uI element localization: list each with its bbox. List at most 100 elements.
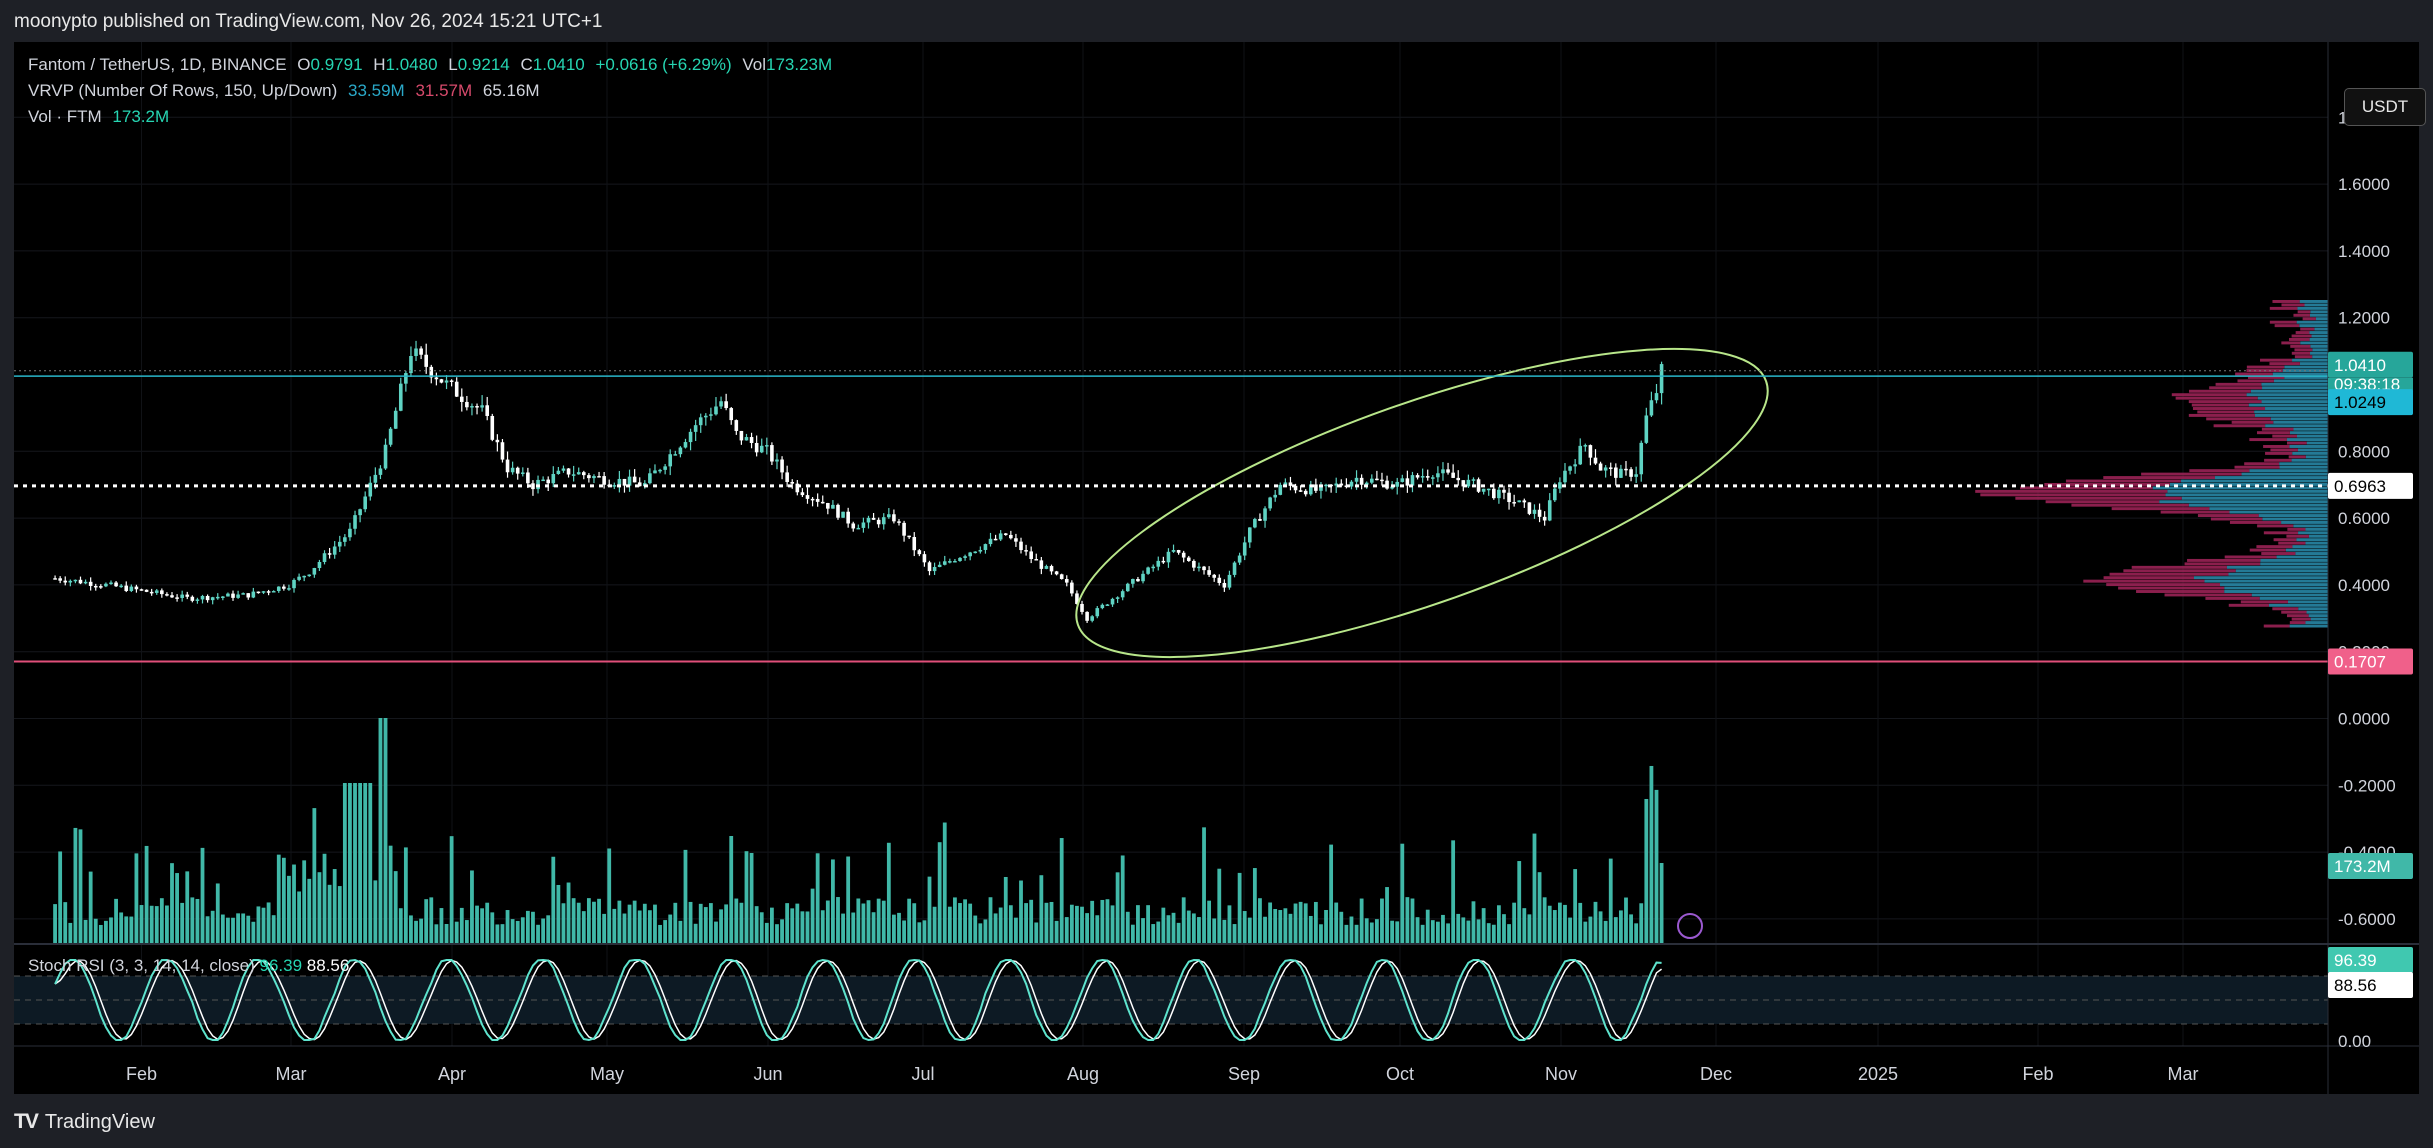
tradingview-logo[interactable]: TV TradingView (14, 1110, 155, 1134)
volume-bar (1415, 917, 1420, 943)
legend-vrvp[interactable]: VRVP (Number Of Rows, 150, Up/Down) (28, 81, 338, 100)
legend-close: 1.0410 (532, 55, 585, 74)
volume-bar (1136, 905, 1140, 943)
candle-body (856, 527, 861, 530)
candle-body (1293, 485, 1298, 491)
prev-close-badge-text: 1.0249 (2334, 393, 2386, 412)
volume-bar (1542, 897, 1547, 943)
candle-body (658, 469, 662, 472)
candle-body (1166, 551, 1171, 563)
candle-body (729, 408, 734, 421)
vrvp-up-bar (2287, 600, 2328, 604)
candle-body (53, 578, 57, 580)
vrvp-down-bar (2197, 514, 2259, 518)
volume-bar (327, 884, 332, 943)
stoch-d-line (54, 959, 1663, 1041)
volume-bar (1227, 905, 1232, 943)
x-tick-label: Jul (911, 1064, 934, 1084)
vrvp-up-bar (2257, 396, 2328, 400)
volume-bar (246, 915, 251, 943)
volume-bar (1359, 898, 1364, 943)
currency-button[interactable]: USDT (2344, 88, 2426, 126)
candle-body (205, 595, 210, 601)
candle-body (1431, 477, 1435, 479)
vrvp-down-bar (2188, 413, 2255, 417)
vrvp-up-bar (2249, 469, 2328, 473)
volume-bar (551, 856, 556, 943)
candle-body (1100, 604, 1105, 609)
candle-body (1466, 479, 1471, 487)
last-price-badge-text: 1.0410 (2334, 356, 2386, 375)
candle-body (953, 560, 957, 563)
chart-area[interactable]: 1.80001.60001.40001.20000.80000.60000.40… (14, 42, 2426, 1094)
volume-bar (1420, 924, 1425, 943)
vrvp-up-bar (2295, 552, 2328, 555)
candle-body (282, 586, 286, 589)
candle-body (958, 557, 962, 561)
candle-body (1186, 557, 1191, 561)
candle-body (419, 348, 423, 355)
chart-svg[interactable]: 1.80001.60001.40001.20000.80000.60000.40… (14, 42, 2419, 1094)
volume-bar (414, 920, 418, 943)
legend-volind[interactable]: Vol · FTM (28, 107, 102, 126)
volume-bar (912, 903, 917, 943)
volume-bar (475, 905, 479, 943)
volume-bar (312, 808, 317, 943)
volume-bar (1120, 855, 1125, 943)
candle-body (1415, 475, 1420, 478)
candle-body (500, 442, 505, 460)
volume-bar (1191, 913, 1196, 943)
candle-body (129, 586, 134, 591)
candle-body (88, 581, 93, 586)
volume-bar (658, 924, 662, 943)
volume-bar (98, 924, 103, 943)
candle-body (963, 556, 967, 558)
volume-bar (1217, 868, 1222, 943)
vrvp-up-bar (2250, 389, 2328, 393)
vrvp-up-bar (2305, 621, 2328, 625)
volume-bar (973, 915, 978, 943)
candle-body (1273, 494, 1278, 498)
stoch-legend-title[interactable]: Stoch RSI (3, 3, 14, 14, close) (28, 956, 255, 975)
volume-bar (170, 863, 174, 943)
candle-body (775, 459, 779, 462)
volume-bar (770, 907, 774, 943)
volume-bar (1537, 872, 1542, 943)
volume-bar (1319, 924, 1323, 943)
volume-bar (1186, 910, 1191, 943)
candle-body (93, 585, 98, 588)
volume-bar (1654, 789, 1659, 943)
volume-bar (825, 900, 830, 943)
volume-bar (419, 918, 424, 943)
candle-body (688, 431, 693, 443)
vrvp-up-bar (2309, 331, 2328, 335)
candle-body (449, 380, 454, 382)
vrvp-up-bar (2224, 590, 2328, 593)
volume-bar (88, 871, 93, 943)
volume-bar (302, 860, 307, 943)
volume-bar (449, 836, 454, 943)
volume-bar (775, 924, 779, 943)
candle-body (1659, 364, 1664, 394)
vrvp-up-bar (2315, 317, 2328, 321)
candle-body (510, 467, 515, 473)
vrvp-down-bar (2020, 486, 2153, 490)
prev-close-badge-bg (2328, 389, 2413, 416)
candle-body (1085, 611, 1089, 621)
candle-body (1029, 551, 1033, 560)
candle-body (73, 579, 78, 582)
vrvp-up-bar (2308, 534, 2328, 538)
volume-bar (1313, 901, 1318, 943)
candle-body (1395, 481, 1400, 487)
legend-symbol[interactable]: Fantom / TetherUS, 1D, BINANCE (28, 55, 287, 74)
volume-bar (993, 913, 998, 943)
volume-bar (602, 913, 607, 943)
y-tick-label: 1.2000 (2338, 309, 2390, 328)
candle-body (312, 568, 317, 575)
candle-body (454, 381, 459, 397)
vrvp-down-bar (2234, 465, 2280, 469)
volume-bar (937, 842, 942, 943)
volume-bar (790, 908, 795, 943)
vrvp-down-bar (2071, 503, 2189, 507)
